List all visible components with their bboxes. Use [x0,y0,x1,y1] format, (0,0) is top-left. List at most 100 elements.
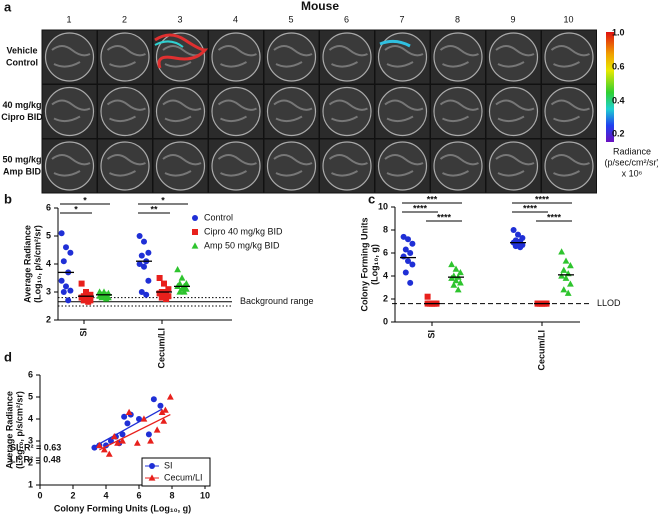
x-tick-label: 10 [200,490,210,500]
dish [377,32,428,82]
point [157,402,164,409]
point [560,266,568,273]
tissue [51,45,91,68]
tissue [273,45,313,68]
point [145,277,152,284]
point [145,431,152,438]
tissue [328,99,368,123]
point [452,277,460,284]
colorbar-label: Radiance [613,146,651,156]
legend-label: Control [204,212,233,222]
dish [433,32,483,82]
tissue [162,154,202,177]
significance-label: **** [535,194,550,204]
mouse-number: 3 [177,14,182,24]
point [180,288,188,295]
row-label: Vehicle [6,45,37,55]
y-tick-label: 5 [28,391,33,401]
annotation: LI: R² = 0.48 [10,454,61,464]
point [110,433,118,440]
point [166,393,174,400]
y-tick-label: 3 [28,435,33,445]
significance-label: **** [413,203,428,213]
colorbar-tick: 0.4 [612,95,625,105]
point [114,439,121,446]
colorbar-tick: 1.0 [612,27,625,37]
tissue [162,99,202,123]
tissue [217,99,257,123]
x-tick-label: SI [78,328,88,337]
point [409,240,416,247]
significance-label: * [83,195,87,205]
colorbar-tick: 0.2 [612,128,625,138]
point [567,280,574,287]
legend-label: Amp 50 mg/kg BID [204,240,280,250]
point [102,295,110,302]
point [174,266,181,273]
point [457,279,464,286]
tissue [495,99,535,123]
annotation: SI: R² = 0.63 [10,442,61,452]
tissue [384,99,424,123]
point [83,289,89,295]
dish [266,86,317,137]
point [60,258,67,265]
tissue [495,154,535,177]
point [402,269,409,276]
point [515,231,521,238]
point [138,252,145,259]
point [158,294,165,301]
point [63,283,69,290]
x-tick-label: 4 [103,490,108,500]
dish [211,86,261,137]
x-tick-label: 2 [70,490,75,500]
point [558,248,565,255]
dish [377,141,428,191]
y-axis-title: (Log₁₀, p/s/cm²/sr) [32,225,42,303]
dish [100,32,150,82]
point [564,289,572,296]
colorbar-label: x 10⁶ [622,168,643,178]
signal [379,39,411,48]
tissue [384,154,424,177]
colorbar [606,32,614,142]
point [138,289,145,295]
point [153,426,161,433]
mouse-number: 1 [66,14,71,24]
panel-label: a [4,0,12,14]
point [96,441,103,448]
point [78,280,85,287]
point [562,274,570,281]
x-tick-label: 8 [169,490,174,500]
point [405,258,411,265]
x-axis-title: Colony Forming Units (Log₁₀, g) [54,503,191,513]
dish [377,86,428,137]
y-axis-title: Average Radiance [4,391,14,469]
point [58,230,65,237]
point [510,227,517,233]
dish [544,32,594,82]
point [560,286,568,293]
point [133,439,141,446]
dish [266,141,317,191]
y-tick-label: 1 [28,479,33,489]
row-label: Control [6,57,38,67]
mouse-number: 8 [455,14,460,24]
y-axis-title: (Log₁₀, g) [369,244,379,285]
legend-label: Cecum/LI [164,472,203,482]
tissue [51,99,91,123]
point [158,408,166,415]
dish [322,32,372,82]
fit-line [94,408,163,448]
mouse-number: 7 [399,14,404,24]
y-axis-title: Average Radiance [22,225,32,303]
mouse-number: 6 [344,14,349,24]
point [192,215,198,221]
tissue [495,45,535,68]
dish [44,141,95,191]
point [402,246,409,253]
point [160,417,168,424]
